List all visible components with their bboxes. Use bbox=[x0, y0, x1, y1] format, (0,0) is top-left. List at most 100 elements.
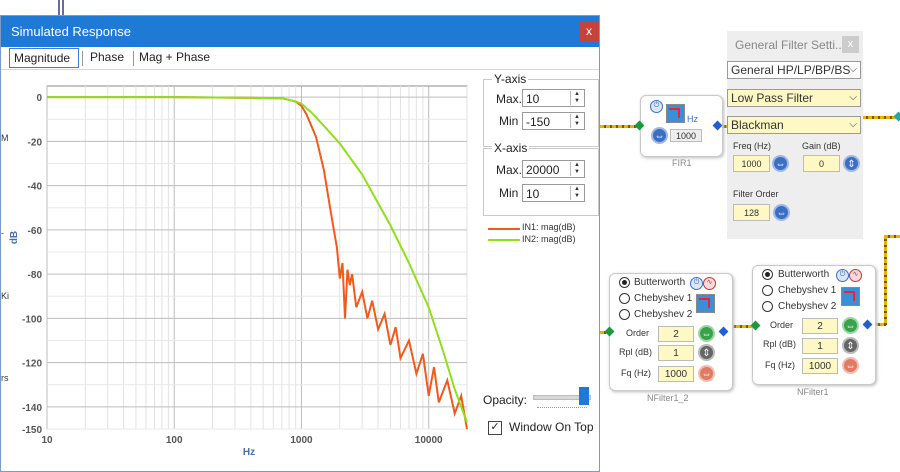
xmax-input[interactable]: 20000 ▲ ▼ bbox=[522, 160, 585, 178]
panel-title: General Filter Setti... bbox=[735, 38, 846, 52]
order-adjust-icon[interactable]: ⇔ bbox=[773, 204, 790, 221]
y-tick-label: -100 bbox=[22, 314, 42, 325]
x-tick-label: 100 bbox=[166, 435, 183, 446]
gain-input[interactable]: 0 bbox=[803, 155, 840, 172]
spin-up-icon[interactable]: ▲ bbox=[574, 91, 580, 97]
radio-chebyshev1[interactable] bbox=[762, 285, 773, 296]
wire-vertical bbox=[58, 0, 60, 15]
order-adjust-icon[interactable]: ⇔ bbox=[698, 325, 715, 342]
window-titlebar[interactable]: Simulated Response x bbox=[1, 16, 599, 47]
legend-swatch-in1 bbox=[488, 228, 520, 230]
radio-chebyshev2[interactable] bbox=[619, 309, 630, 320]
tab-rule bbox=[1, 69, 599, 70]
edge-label: M bbox=[1, 133, 9, 143]
filter-mode-dropdown[interactable]: Low Pass Filter ⌵ bbox=[727, 89, 861, 107]
filter-type-dropdown[interactable]: General HP/LP/BP/BS ⌵ bbox=[727, 61, 861, 79]
wire bbox=[862, 116, 900, 119]
fir-freq-value[interactable]: 1000 bbox=[670, 129, 702, 142]
fq-input[interactable]: 1000 bbox=[802, 358, 838, 374]
fir-caption: FIR1 bbox=[672, 158, 692, 168]
ymin-spinner[interactable]: ▲ ▼ bbox=[570, 114, 583, 128]
order-input[interactable]: 2 bbox=[802, 318, 838, 334]
spin-up-icon[interactable]: ▲ bbox=[574, 114, 580, 120]
xmax-label: Max. bbox=[496, 163, 523, 177]
tab-magnitude[interactable]: Magnitude bbox=[9, 48, 79, 68]
fq-adjust-icon[interactable]: ⇔ bbox=[698, 365, 715, 382]
rpl-input[interactable]: 1 bbox=[802, 338, 838, 354]
window-function-value: Blackman bbox=[731, 118, 784, 132]
spin-down-icon[interactable]: ▼ bbox=[574, 193, 580, 199]
window-on-top-label[interactable]: Window On Top bbox=[509, 420, 594, 434]
gain-adjust-icon[interactable]: ⇕ bbox=[843, 155, 860, 172]
order-input[interactable]: 2 bbox=[658, 326, 694, 342]
power-icon[interactable]: ⏻ bbox=[836, 269, 849, 282]
tab-mag-phase[interactable]: Mag + Phase bbox=[139, 50, 211, 64]
nfilter-caption: NFilter1 bbox=[797, 387, 829, 397]
ymin-value: -150 bbox=[526, 115, 551, 129]
series-line-1 bbox=[47, 96, 468, 430]
spin-up-icon[interactable]: ▲ bbox=[574, 186, 580, 192]
opacity-slider-thumb[interactable] bbox=[579, 387, 589, 405]
rpl-label: Rpl (dB) bbox=[763, 339, 797, 349]
spin-down-icon[interactable]: ▼ bbox=[574, 98, 580, 104]
opacity-slider-track[interactable] bbox=[533, 395, 591, 400]
radio-chebyshev1[interactable] bbox=[619, 293, 630, 304]
edge-label: - bbox=[1, 228, 4, 238]
x-tick-label: 1000 bbox=[290, 435, 313, 446]
order-label: Order bbox=[770, 320, 794, 330]
radio-butterworth[interactable] bbox=[762, 269, 773, 280]
edge-label: rs bbox=[1, 373, 9, 383]
y-tick-label: -120 bbox=[22, 359, 42, 370]
radio-chebyshev2[interactable] bbox=[762, 301, 773, 312]
xaxis-group-title: X-axis bbox=[492, 141, 530, 155]
filter-order-input[interactable]: 128 bbox=[733, 204, 770, 221]
power-icon[interactable]: ⏻ bbox=[650, 100, 663, 113]
window-on-top-checkbox[interactable]: ✓ bbox=[488, 421, 502, 435]
filter-mode-value: Low Pass Filter bbox=[731, 91, 814, 105]
ymax-input[interactable]: 10 ▲ ▼ bbox=[522, 89, 585, 107]
tab-separator bbox=[133, 51, 134, 66]
xmax-spinner[interactable]: ▲ ▼ bbox=[570, 162, 583, 176]
xmax-value: 20000 bbox=[526, 163, 560, 177]
fir-adjust-icon[interactable]: ⇔ bbox=[651, 127, 668, 144]
close-button[interactable]: x bbox=[579, 22, 599, 42]
tab-separator bbox=[82, 51, 83, 66]
freq-adjust-icon[interactable]: ⇔ bbox=[772, 155, 789, 172]
power-icon[interactable]: ⏻ bbox=[690, 277, 703, 290]
ymin-label: Min bbox=[499, 114, 519, 128]
y-tick-label: 0 bbox=[36, 93, 42, 104]
wire-vertical bbox=[62, 0, 64, 15]
fq-label: Fq (Hz) bbox=[765, 360, 795, 370]
x-tick-label: 10 bbox=[41, 435, 53, 446]
ymin-input[interactable]: -150 ▲ ▼ bbox=[522, 112, 585, 130]
rpl-input[interactable]: 1 bbox=[658, 345, 694, 361]
fq-adjust-icon[interactable]: ⇔ bbox=[842, 357, 859, 374]
radio-butterworth[interactable] bbox=[619, 277, 630, 288]
legend-label-in1: IN1: mag(dB) bbox=[522, 222, 576, 232]
panel-close-button[interactable]: x bbox=[842, 36, 859, 53]
order-adjust-icon[interactable]: ⇔ bbox=[842, 317, 859, 334]
phase-icon[interactable]: ∿ bbox=[703, 277, 716, 290]
spin-down-icon[interactable]: ▼ bbox=[574, 169, 580, 175]
window-function-dropdown[interactable]: Blackman ⌵ bbox=[727, 116, 861, 134]
freq-label: Freq (Hz) bbox=[733, 141, 771, 151]
tab-phase[interactable]: Phase bbox=[90, 50, 125, 64]
xmin-input[interactable]: 10 ▲ ▼ bbox=[522, 184, 585, 202]
ymax-spinner[interactable]: ▲ ▼ bbox=[570, 91, 583, 105]
wire bbox=[600, 125, 640, 128]
freq-input[interactable]: 1000 bbox=[733, 155, 770, 172]
xaxis-group: X-axis bbox=[483, 141, 599, 216]
spin-down-icon[interactable]: ▼ bbox=[574, 121, 580, 127]
spin-up-icon[interactable]: ▲ bbox=[574, 162, 580, 168]
x-axis-label: Hz bbox=[243, 447, 255, 458]
lowpass-filter-icon bbox=[841, 287, 860, 306]
rpl-label: Rpl (dB) bbox=[619, 347, 653, 357]
phase-icon[interactable]: ∿ bbox=[849, 269, 862, 282]
rpl-adjust-icon[interactable]: ⇕ bbox=[842, 337, 859, 354]
radio-label-chebyshev2: Chebyshev 2 bbox=[778, 301, 837, 312]
xmin-spinner[interactable]: ▲ ▼ bbox=[570, 186, 583, 200]
y-tick-label: -140 bbox=[22, 403, 42, 414]
rpl-adjust-icon[interactable]: ⇕ bbox=[698, 344, 715, 361]
fq-input[interactable]: 1000 bbox=[658, 366, 694, 382]
